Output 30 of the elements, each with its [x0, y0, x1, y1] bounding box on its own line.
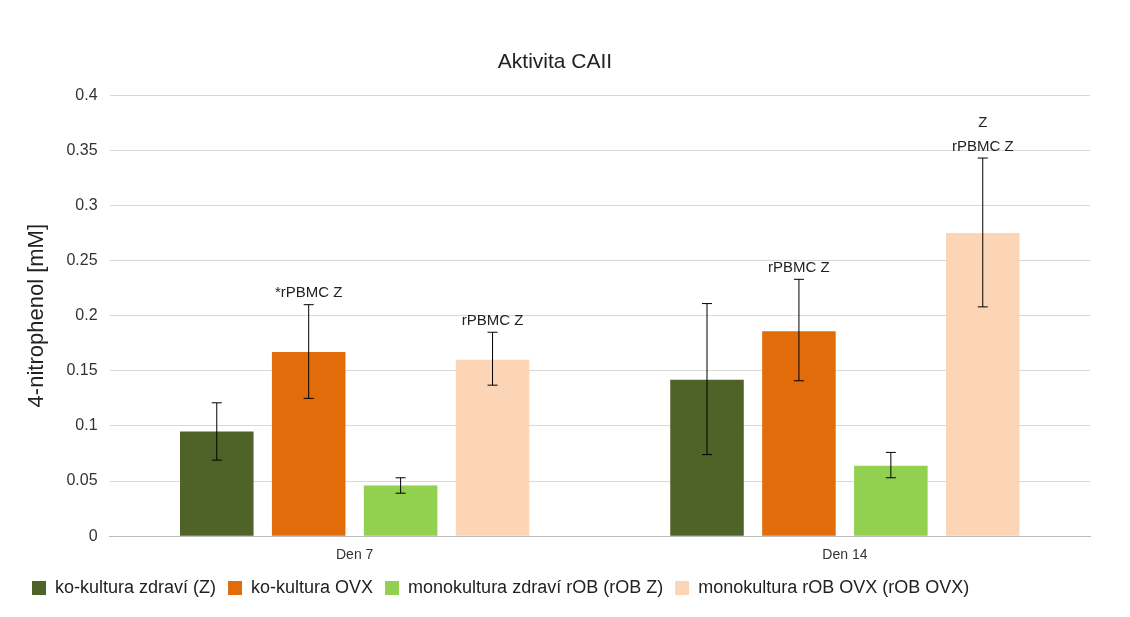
- annotation: rPBMC Z: [461, 310, 524, 328]
- annotation: *rPBMC Z: [274, 283, 343, 301]
- annotation: Z: [978, 112, 988, 130]
- legend-label: monokultura rOB OVX (rOB OVX): [698, 576, 970, 597]
- y-tick-label: 0.2: [75, 306, 98, 324]
- bar: [363, 485, 438, 536]
- legend-label: ko-kultura OVX: [251, 576, 374, 597]
- bar: [455, 359, 530, 536]
- chart-title: Aktivita CAII: [497, 49, 613, 73]
- y-tick-label: 0.35: [66, 140, 98, 158]
- bar: [762, 331, 836, 536]
- y-tick-label: 0.1: [75, 416, 98, 434]
- legend-label: ko-kultura zdraví (Z): [55, 576, 217, 597]
- x-tick-label: Den 7: [335, 546, 374, 563]
- y-tick-label: 0: [88, 526, 98, 544]
- y-tick-label: 0.3: [75, 195, 98, 213]
- annotation: rPBMC Z: [768, 257, 830, 275]
- bar: [854, 465, 928, 536]
- bar: [946, 233, 1020, 536]
- annotation: rPBMC Z: [951, 136, 1014, 154]
- legend-label: monokultura zdraví rOB (rOB Z): [408, 576, 664, 597]
- y-tick-label: 0.4: [75, 85, 98, 103]
- y-tick-label: 0.05: [66, 471, 98, 489]
- bar: [180, 431, 254, 536]
- y-axis-title: 4-nitrophenol [mM]: [23, 223, 49, 408]
- y-tick-label: 0.15: [66, 361, 98, 379]
- y-tick-label: 0.25: [66, 250, 98, 268]
- x-tick-label: Den 14: [822, 546, 868, 563]
- bar: [670, 379, 744, 536]
- bar: [271, 352, 346, 536]
